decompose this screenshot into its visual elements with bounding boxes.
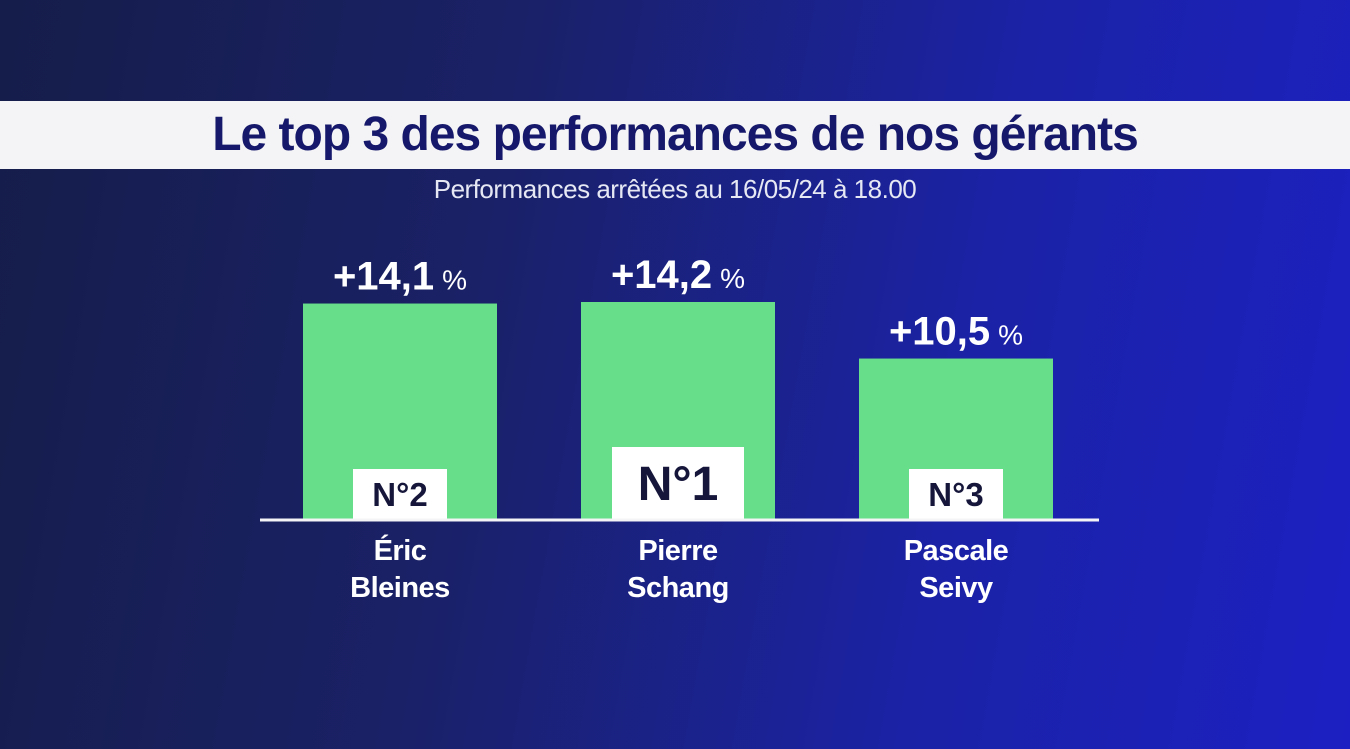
manager-name-3-line-1: Pascale — [904, 535, 1009, 567]
rank-badge-3 — [909, 469, 1003, 519]
manager-name-1-line-1: Éric — [374, 533, 427, 567]
rank-label-2: N°1 — [638, 458, 719, 511]
title-band — [0, 101, 1350, 169]
rank-badge-2 — [612, 447, 744, 519]
value-label-2: +14,2% — [611, 253, 745, 297]
manager-name-2-line-2: Schang — [627, 572, 729, 604]
manager-name-2-line-1: Pierre — [638, 535, 718, 567]
manager-name-1-line-2: Bleines — [350, 572, 450, 604]
value-label-1: +14,1% — [333, 255, 467, 299]
value-label-3: +10,5% — [889, 310, 1023, 354]
rank-badge-1 — [353, 469, 447, 519]
chart-title: Le top 3 des performances de nos gérants — [212, 108, 1139, 161]
manager-name-3-line-2: Seivy — [919, 572, 993, 604]
rank-label-1: N°2 — [372, 476, 427, 513]
rank-label-3: N°3 — [928, 476, 983, 513]
chart-subtitle: Performances arrêtées au 16/05/24 à 18.0… — [433, 174, 917, 204]
